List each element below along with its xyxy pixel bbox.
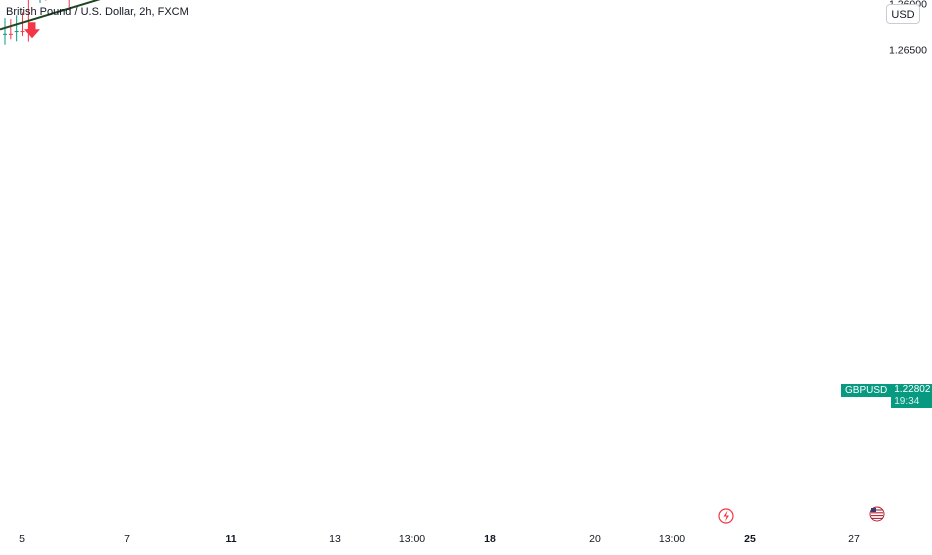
last-price-value: 1.22802: [894, 384, 931, 395]
candle-body: [8, 33, 13, 35]
us-flag-icon: [869, 506, 885, 522]
candle-body: [20, 31, 25, 33]
x-tick-label: 25: [744, 533, 756, 545]
x-tick-label: 5: [19, 533, 25, 545]
lightning-icon: [723, 510, 729, 522]
x-tick-label: 13:00: [659, 533, 685, 545]
x-tick-label: 11: [225, 533, 236, 545]
candle-body: [14, 31, 19, 33]
y-tick-label: 1.26500: [889, 45, 927, 57]
chart-title: British Pound / U.S. Dollar, 2h, FXCM: [6, 6, 189, 18]
x-tick-label: 20: [589, 533, 601, 545]
x-tick-label: 13: [329, 533, 341, 545]
us-flag-icon: [871, 508, 876, 512]
bar-countdown: 19:34: [894, 396, 920, 407]
x-tick-label: 18: [484, 533, 496, 545]
x-tick-label: 13:00: [399, 533, 425, 545]
symbol-tag: GBPUSD: [841, 384, 892, 397]
arrow-down-icon: [24, 22, 40, 39]
x-tick-label: 27: [848, 533, 860, 545]
last-price-label: GBPUSD 1.22802 19:34: [841, 384, 932, 408]
x-tick-label: 7: [124, 533, 130, 545]
candle-body: [3, 33, 7, 35]
currency-button[interactable]: USD: [886, 4, 920, 24]
